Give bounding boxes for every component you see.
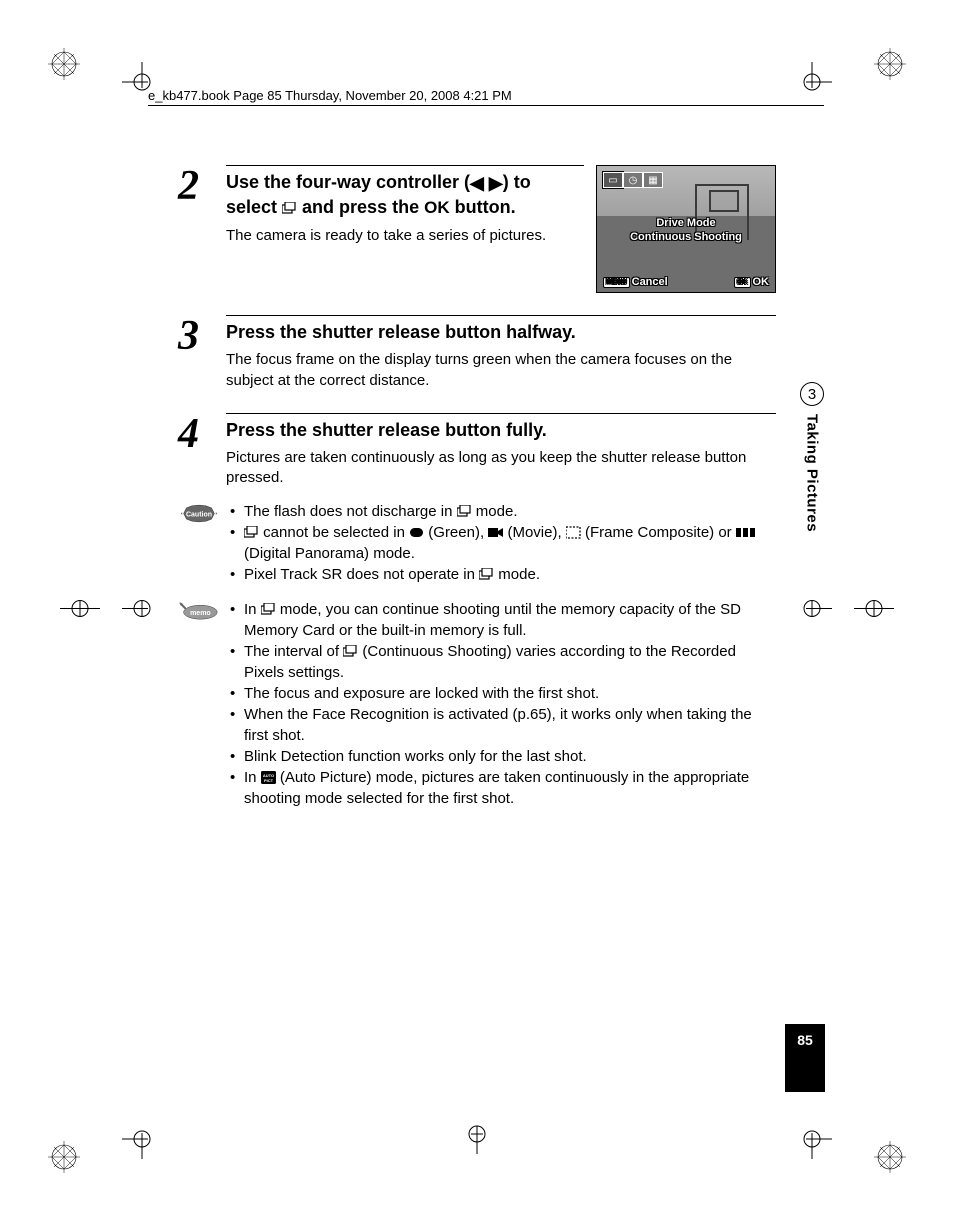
page-content: 2 Use the four-way controller (◀ ▶) to s… xyxy=(178,165,776,823)
continuous-shooting-icon xyxy=(457,505,472,518)
continuous-shooting-icon xyxy=(479,568,494,581)
continuous-shooting-icon xyxy=(261,603,276,616)
step-4-number: 4 xyxy=(178,413,226,455)
step-2-number: 2 xyxy=(178,165,226,207)
lcd-title: Drive Mode Continuous Shooting xyxy=(597,216,775,245)
chapter-number: 3 xyxy=(800,382,824,406)
lcd-tab-continuous-icon: ▭ xyxy=(603,172,623,188)
memo-block: memo In mode, you can continue shooting … xyxy=(178,599,776,809)
movie-mode-icon xyxy=(488,526,503,539)
step-4: 4 Press the shutter release button fully… xyxy=(178,413,776,489)
caution-block: Caution The flash does not discharge in … xyxy=(178,501,776,585)
camera-lcd-preview: ▭ ◷ ▦ Drive Mode Continuous Shooting MEN… xyxy=(596,165,776,293)
memo-item-3: The focus and exposure are locked with t… xyxy=(230,683,776,704)
frame-composite-icon xyxy=(566,526,581,539)
memo-item-6: In AUTOPICT (Auto Picture) mode, picture… xyxy=(230,767,776,809)
memo-item-4: When the Face Recognition is activated (… xyxy=(230,704,776,746)
lcd-tab-remote-icon: ▦ xyxy=(643,172,663,188)
auto-picture-icon: AUTOPICT xyxy=(261,771,276,784)
registration-mark-tr xyxy=(874,48,906,80)
crop-mark-bl xyxy=(122,1119,162,1159)
continuous-shooting-icon xyxy=(343,645,358,658)
registration-mark-br xyxy=(874,1141,906,1173)
step-2-desc: The camera is ready to take a series of … xyxy=(226,226,584,246)
step-3: 3 Press the shutter release button halfw… xyxy=(178,315,776,391)
lcd-ok: OKOK xyxy=(734,276,769,288)
triangle-left-icon: ◀ xyxy=(470,171,484,195)
registration-mark-tl xyxy=(48,48,80,80)
center-mark-left xyxy=(60,588,100,633)
header-line: e_kb477.book Page 85 Thursday, November … xyxy=(148,88,824,106)
center-mark-bottom xyxy=(457,1114,497,1159)
step-4-desc: Pictures are taken continuously as long … xyxy=(226,448,776,489)
registration-mark-bl xyxy=(48,1141,80,1173)
panorama-mode-icon xyxy=(736,526,756,539)
step-2: 2 Use the four-way controller (◀ ▶) to s… xyxy=(178,165,776,293)
step-3-desc: The focus frame on the display turns gre… xyxy=(226,350,776,391)
lcd-cancel: MENUCancel xyxy=(603,276,668,288)
ok-button-label: OK xyxy=(424,198,450,217)
caution-icon: Caution xyxy=(178,503,220,524)
continuous-shooting-icon xyxy=(282,202,297,215)
continuous-shooting-icon xyxy=(244,526,259,539)
memo-icon: memo xyxy=(178,601,220,622)
triangle-right-icon: ▶ xyxy=(489,171,503,195)
svg-text:Caution: Caution xyxy=(186,511,212,518)
svg-text:memo: memo xyxy=(190,610,211,617)
green-mode-icon xyxy=(409,526,424,539)
svg-text:PICT: PICT xyxy=(264,778,274,783)
memo-item-2: The interval of (Continuous Shooting) va… xyxy=(230,641,776,683)
lcd-tab-timer-icon: ◷ xyxy=(623,172,643,188)
step-2-title: Use the four-way controller (◀ ▶) to sel… xyxy=(226,165,584,220)
step-3-number: 3 xyxy=(178,315,226,357)
step-4-title: Press the shutter release button fully. xyxy=(226,413,776,442)
caution-item-1: The flash does not discharge in mode. xyxy=(230,501,776,522)
header-text: e_kb477.book Page 85 Thursday, November … xyxy=(148,88,824,105)
center-mark-left-inner xyxy=(122,588,162,633)
center-mark-right-inner xyxy=(792,588,832,633)
caution-item-2: cannot be selected in (Green), (Movie), … xyxy=(230,522,776,564)
crop-mark-br xyxy=(792,1119,832,1159)
caution-item-3: Pixel Track SR does not operate in mode. xyxy=(230,564,776,585)
chapter-title: Taking Pictures xyxy=(804,414,821,532)
memo-item-1: In mode, you can continue shooting until… xyxy=(230,599,776,641)
page-number: 85 xyxy=(785,1024,825,1092)
chapter-tab: 3 Taking Pictures xyxy=(799,382,825,532)
memo-item-5: Blink Detection function works only for … xyxy=(230,746,776,767)
center-mark-right xyxy=(854,588,894,633)
step-3-title: Press the shutter release button halfway… xyxy=(226,315,776,344)
